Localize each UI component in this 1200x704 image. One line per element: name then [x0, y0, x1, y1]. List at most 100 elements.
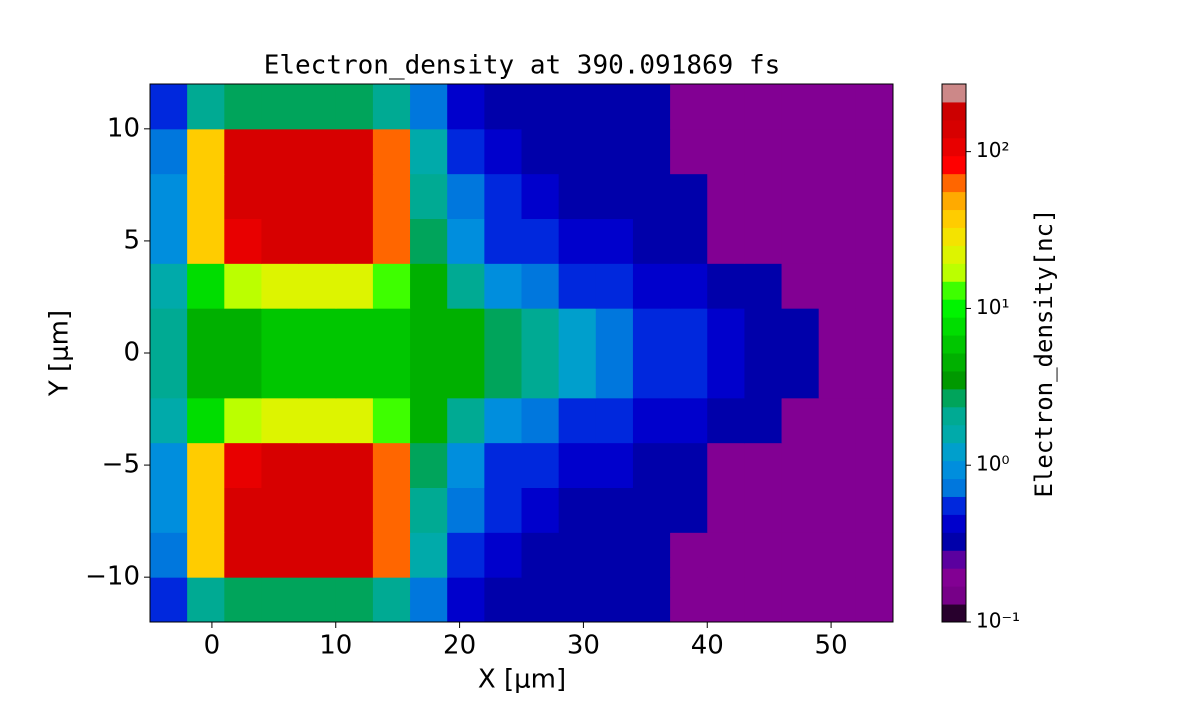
heatmap-cell — [855, 263, 894, 309]
heatmap-cell — [410, 128, 448, 175]
heatmap-cell — [484, 308, 522, 354]
colorbar-band — [942, 84, 966, 103]
heatmap-cell — [150, 442, 188, 488]
heatmap-cell — [818, 397, 857, 444]
y-tick-label: 0 — [123, 338, 140, 368]
heatmap-cell — [261, 308, 300, 354]
heatmap-cell — [670, 442, 708, 488]
heatmap-cell — [781, 353, 820, 399]
heatmap-cell — [447, 532, 485, 578]
heatmap-cell — [224, 442, 262, 488]
heatmap-cell — [744, 263, 783, 309]
y-axis-label: Y [μm] — [45, 310, 75, 397]
colorbar-band — [942, 370, 966, 390]
heatmap-cell — [670, 353, 708, 399]
heatmap-cell — [150, 487, 188, 533]
colorbar-band — [942, 460, 966, 480]
colorbar-band — [942, 173, 966, 193]
heatmap-cell — [855, 173, 894, 219]
heatmap-cell — [521, 487, 560, 533]
heatmap-cell — [670, 397, 708, 444]
heatmap-cell — [632, 577, 671, 623]
colorbar-tick-label: 10⁰ — [976, 452, 1009, 476]
heatmap-cell — [781, 442, 820, 488]
heatmap-cell — [335, 308, 374, 354]
heatmap-cell — [855, 532, 894, 578]
heatmap-cell — [521, 442, 560, 488]
heatmap-cell — [410, 487, 448, 533]
colorbar-band — [942, 406, 966, 426]
heatmap-cell — [410, 353, 448, 399]
heatmap-cell — [855, 128, 894, 175]
heatmap-cell — [335, 263, 374, 309]
heatmap-cell — [484, 173, 522, 219]
heatmap-cell — [818, 353, 857, 399]
heatmap-cell — [298, 84, 337, 130]
colorbar-band — [942, 281, 966, 300]
heatmap-cell — [372, 532, 411, 578]
heatmap-cell — [744, 577, 783, 623]
heatmap-cell — [744, 84, 783, 130]
heatmap-cell — [410, 577, 448, 623]
heatmap-cell — [298, 218, 337, 264]
y-tick-label: 5 — [123, 225, 140, 255]
heatmap-cell — [707, 173, 745, 219]
heatmap-cell — [521, 308, 560, 354]
heatmap-cell — [521, 353, 560, 399]
heatmap-cell — [298, 263, 337, 309]
x-tick-label: 10 — [319, 631, 352, 661]
heatmap-cell — [187, 487, 225, 533]
heatmap-cell — [261, 577, 300, 623]
colorbar-band — [942, 478, 966, 497]
heatmap-cell — [335, 532, 374, 578]
heatmap-cell — [335, 442, 374, 488]
heatmap-cell — [744, 128, 783, 175]
heatmap-cell — [447, 442, 485, 488]
x-tick-label: 20 — [443, 631, 476, 661]
heatmap-cell — [150, 84, 188, 130]
x-tick-label: 50 — [815, 631, 848, 661]
heatmap-cell — [670, 173, 708, 219]
heatmap-cell — [484, 532, 522, 578]
heatmap-cell — [855, 353, 894, 399]
heatmap-cell — [707, 84, 745, 130]
heatmap-cell — [187, 173, 225, 219]
heatmap-cell — [781, 532, 820, 578]
heatmap-cell — [187, 397, 225, 444]
heatmap-cell — [335, 173, 374, 219]
heatmap-cell — [521, 84, 560, 130]
heatmap-cell — [744, 442, 783, 488]
heatmap-cell — [484, 577, 522, 623]
colorbar-band — [942, 299, 966, 318]
heatmap-cell — [670, 84, 708, 130]
heatmap-cell — [372, 577, 411, 623]
heatmap-cell — [595, 577, 634, 623]
colorbar-band — [942, 353, 966, 372]
heatmap-cell — [410, 397, 448, 444]
heatmap-cell — [298, 353, 337, 399]
heatmap-cell — [744, 173, 783, 219]
colorbar-band — [942, 442, 966, 462]
heatmap-cell — [521, 397, 560, 444]
heatmap-cell — [558, 263, 597, 309]
x-tick-label: 0 — [204, 631, 221, 661]
heatmap-cell — [187, 308, 225, 354]
heatmap-cell — [781, 218, 820, 264]
heatmap-cell — [632, 84, 671, 130]
heatmap-cell — [818, 532, 857, 578]
heatmap-cell — [855, 577, 894, 623]
heatmap-cell — [855, 442, 894, 488]
heatmap-cell — [855, 397, 894, 444]
heatmap-cell — [558, 532, 597, 578]
heatmap-cell — [632, 532, 671, 578]
heatmap-cell — [484, 128, 522, 175]
heatmap-cell — [595, 487, 634, 533]
heatmap-cell — [298, 397, 337, 444]
heatmap-cell — [818, 308, 857, 354]
heatmap-cell — [372, 308, 411, 354]
heatmap-cell — [558, 397, 597, 444]
colorbar-band — [942, 586, 966, 605]
heatmap-cell — [298, 532, 337, 578]
heatmap-cell — [707, 308, 745, 354]
heatmap-cell — [595, 353, 634, 399]
